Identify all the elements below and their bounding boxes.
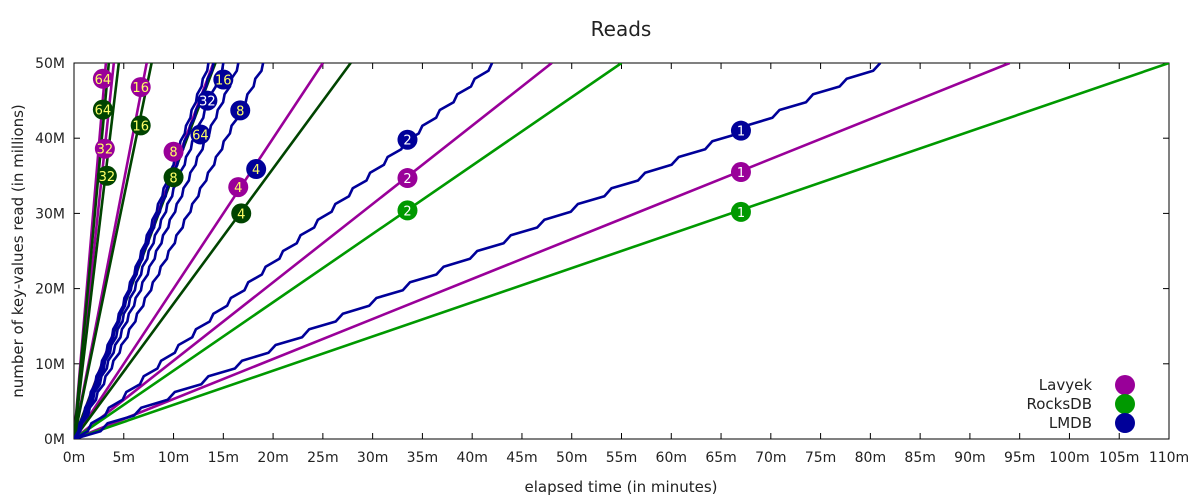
marker-label: 4 bbox=[234, 181, 242, 196]
series-marker-lavyek-32 bbox=[94, 138, 115, 159]
series-marker-rocksdb-32 bbox=[96, 165, 117, 186]
series-marker-lavyek-16 bbox=[130, 77, 151, 98]
x-tick-label: 15m bbox=[208, 450, 239, 466]
y-tick-label: 10M bbox=[35, 357, 65, 373]
marker-label: 32 bbox=[99, 170, 116, 185]
marker-label: 4 bbox=[237, 207, 245, 222]
series-marker-rocksdb-64 bbox=[92, 99, 113, 120]
series-marker-rocksdb-1 bbox=[730, 201, 751, 222]
series-marker-lavyek-64 bbox=[92, 68, 113, 89]
x-tick-label: 105m bbox=[1099, 450, 1139, 466]
x-axis-label: elapsed time (in minutes) bbox=[525, 478, 718, 496]
series-marker-rocksdb-16 bbox=[130, 115, 151, 136]
x-tick-label: 30m bbox=[357, 450, 388, 466]
x-tick-label: 90m bbox=[954, 450, 985, 466]
series-marker-lavyek-1 bbox=[730, 162, 751, 183]
series-line-rocksdb-2 bbox=[74, 63, 623, 439]
x-tick-label: 10m bbox=[158, 450, 189, 466]
marker-label: 32 bbox=[97, 143, 114, 158]
legend-swatch-rocksdb bbox=[1115, 394, 1135, 414]
series-marker-lmdb-32 bbox=[197, 90, 218, 111]
marker-label: 16 bbox=[132, 119, 149, 134]
series-marker-lavyek-8 bbox=[163, 141, 184, 162]
x-tick-label: 0m bbox=[63, 450, 86, 466]
x-axis-ticks: 0m 5m 10m 15m 20m 25m 30m 35m 40m 45m 50m 55m 60m 65m… bbox=[63, 63, 1189, 466]
x-tick-label: 100m bbox=[1049, 450, 1089, 466]
x-tick-label: 60m bbox=[656, 450, 687, 466]
series-line-lmdb-2 bbox=[74, 63, 494, 439]
series-line-lmdb-64 bbox=[74, 63, 210, 439]
legend-swatch-lavyek bbox=[1115, 375, 1135, 395]
marker-label: 16 bbox=[132, 81, 149, 96]
marker-label: 8 bbox=[169, 171, 177, 186]
legend-label-lavyek: Lavyek bbox=[1039, 376, 1093, 394]
series-line-lmdb-8 bbox=[74, 63, 240, 439]
series-marker-lmdb-16 bbox=[213, 69, 234, 90]
marker-label: 64 bbox=[192, 128, 209, 143]
series-line-rocksdb-64 bbox=[74, 63, 111, 439]
y-tick-label: 0M bbox=[44, 432, 65, 448]
marker-label: 4 bbox=[252, 163, 260, 178]
marker-label: 1 bbox=[737, 166, 745, 181]
marker-label: 2 bbox=[403, 204, 411, 219]
x-tick-label: 75m bbox=[805, 450, 836, 466]
legend-swatch-lmdb bbox=[1115, 413, 1135, 433]
x-tick-label: 20m bbox=[257, 450, 288, 466]
marker-label: 2 bbox=[403, 134, 411, 149]
x-tick-label: 95m bbox=[1004, 450, 1035, 466]
x-tick-label: 85m bbox=[904, 450, 935, 466]
x-tick-label: 35m bbox=[407, 450, 438, 466]
series-marker-lmdb-8 bbox=[230, 100, 251, 121]
marker-label: 1 bbox=[737, 125, 745, 140]
x-tick-label: 25m bbox=[307, 450, 338, 466]
series-line-rocksdb-32 bbox=[74, 63, 121, 439]
marker-label: 64 bbox=[95, 104, 112, 119]
x-tick-label: 45m bbox=[506, 450, 537, 466]
marker-label: 32 bbox=[199, 95, 216, 110]
series-marker-lmdb-4 bbox=[246, 159, 267, 180]
series-marker-lmdb-1 bbox=[730, 120, 751, 141]
series-marker-rocksdb-8 bbox=[163, 167, 184, 188]
marker-label: 16 bbox=[215, 74, 232, 89]
y-tick-label: 30M bbox=[35, 206, 65, 222]
marker-label: 2 bbox=[403, 172, 411, 187]
y-tick-label: 20M bbox=[35, 282, 65, 298]
series-marker-rocksdb-2 bbox=[397, 200, 418, 221]
series-line-lavyek-1 bbox=[74, 63, 1011, 439]
chart-title: Reads bbox=[591, 17, 652, 41]
x-tick-label: 80m bbox=[855, 450, 886, 466]
y-tick-label: 50M bbox=[35, 56, 65, 72]
x-tick-label: 70m bbox=[755, 450, 786, 466]
series-marker-lmdb-64 bbox=[190, 124, 211, 145]
series-line-lavyek-2 bbox=[74, 63, 553, 439]
x-tick-label: 40m bbox=[456, 450, 487, 466]
series-line-lmdb-4 bbox=[74, 63, 265, 439]
x-tick-label: 110m bbox=[1149, 450, 1189, 466]
x-tick-label: 50m bbox=[556, 450, 587, 466]
series-line-rocksdb-1 bbox=[74, 63, 1169, 439]
y-axis-ticks: 0M 10M 20M 30M 40M 50M bbox=[35, 56, 1169, 448]
series-lines bbox=[74, 63, 1169, 439]
series-marker-lavyek-2 bbox=[397, 168, 418, 189]
legend-label-rocksdb: RocksDB bbox=[1026, 395, 1092, 413]
marker-label: 64 bbox=[95, 73, 112, 88]
marker-label: 8 bbox=[236, 104, 244, 119]
x-tick-label: 5m bbox=[112, 450, 135, 466]
legend-label-lmdb: LMDB bbox=[1049, 414, 1092, 432]
series-marker-rocksdb-4 bbox=[231, 203, 252, 224]
series-line-rocksdb-4 bbox=[74, 63, 352, 439]
x-tick-label: 55m bbox=[606, 450, 637, 466]
y-tick-label: 40M bbox=[35, 131, 65, 147]
series-line-lavyek-4 bbox=[74, 63, 324, 439]
series-marker-lmdb-2 bbox=[397, 129, 418, 150]
marker-label: 8 bbox=[169, 146, 177, 161]
series-marker-lavyek-4 bbox=[228, 177, 249, 198]
marker-label: 1 bbox=[737, 206, 745, 221]
x-tick-label: 65m bbox=[705, 450, 736, 466]
y-axis-label: number of key-values read (in millions) bbox=[9, 104, 27, 398]
series-markers: 1 2 4 8 16 32 64 1 2 4 8 16 32 64 1 2 4 8 16 32 64 bbox=[92, 68, 751, 224]
